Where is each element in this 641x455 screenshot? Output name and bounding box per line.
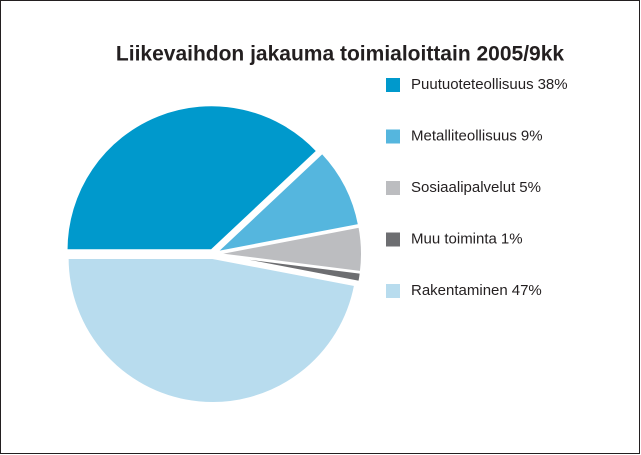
pie-slice bbox=[66, 256, 357, 404]
legend-label: Puutuoteteollisuus 38% bbox=[411, 76, 568, 93]
legend-name: Sosiaalipalvelut bbox=[411, 179, 516, 196]
legend-label: Rakentaminen 47% bbox=[411, 282, 542, 299]
legend-name: Metalliteollisuus bbox=[411, 127, 517, 144]
legend-value: 1% bbox=[501, 230, 523, 247]
legend-label: Sosiaalipalvelut 5% bbox=[411, 179, 541, 196]
chart-title: Liikevaihdon jakauma toimialoittain 2005… bbox=[116, 43, 564, 66]
legend-name: Rakentaminen bbox=[411, 282, 508, 299]
legend-value: 9% bbox=[521, 127, 543, 144]
pie-slice bbox=[216, 253, 362, 283]
legend-value: 47% bbox=[512, 282, 542, 299]
legend-swatch bbox=[386, 284, 400, 298]
legend-label: Metalliteollisuus 9% bbox=[411, 127, 543, 144]
pie-slice bbox=[213, 151, 361, 254]
legend-value: 5% bbox=[519, 179, 541, 196]
legend-swatch bbox=[386, 181, 400, 195]
legend-swatch bbox=[386, 232, 400, 247]
legend-swatch bbox=[386, 78, 400, 92]
legend-name: Puutuoteteollisuus bbox=[411, 76, 534, 93]
legend-name: Muu toiminta bbox=[411, 230, 498, 247]
legend-label: Muu toiminta 1% bbox=[411, 230, 523, 247]
legend-value: 38% bbox=[538, 76, 568, 93]
legend-swatch bbox=[386, 129, 400, 144]
pie-slice bbox=[65, 104, 319, 252]
